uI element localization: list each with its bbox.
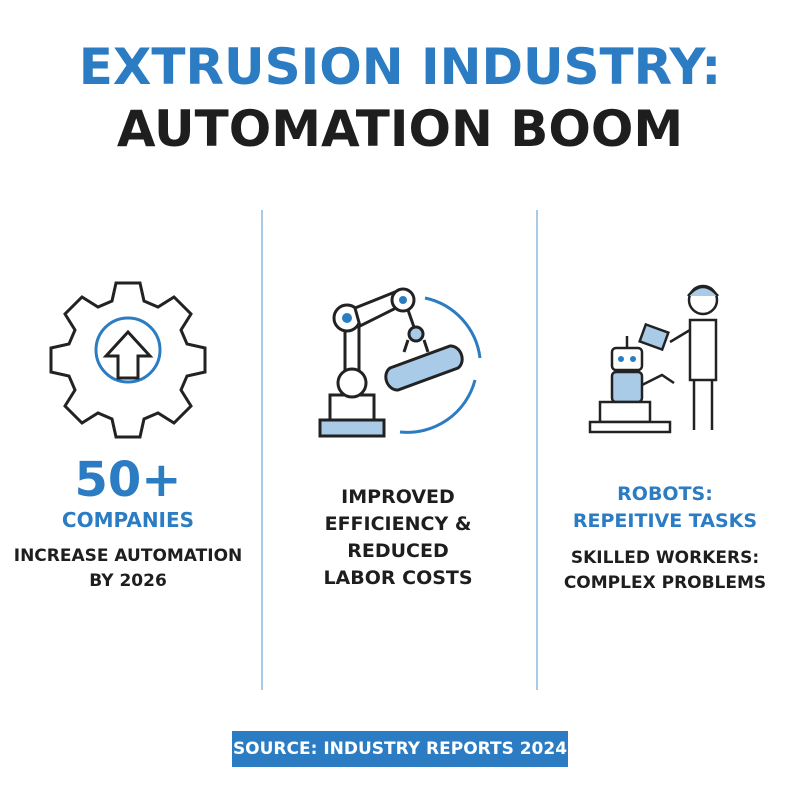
text-line: EFFICIENCY & [324,513,472,535]
source-badge: SOURCE: INDUSTRY REPORTS 2024 [232,731,568,767]
worker-robot-icon [588,284,719,434]
label-line: ROBOTS: [617,483,713,505]
label-line: REPEITIVE TASKS [572,510,758,532]
text-line: SKILLED WORKERS: [570,548,760,568]
stat-label: COMPANIES [61,508,195,532]
text-line: COMPLEX PROBLEMS [563,573,767,593]
title-line1: EXTRUSION INDUSTRY: [78,38,722,96]
robot-arm-icon [318,287,482,438]
title-line2: AUTOMATION BOOM [116,100,684,158]
text-line: INCREASE AUTOMATION [13,546,243,566]
stat: 50+ [74,452,182,508]
text-line: REDUCED [347,540,449,562]
text-line: BY 2026 [89,571,167,591]
gear-icon [49,281,207,439]
text-line: IMPROVED [341,486,455,508]
text-line: LABOR COSTS [323,567,473,589]
